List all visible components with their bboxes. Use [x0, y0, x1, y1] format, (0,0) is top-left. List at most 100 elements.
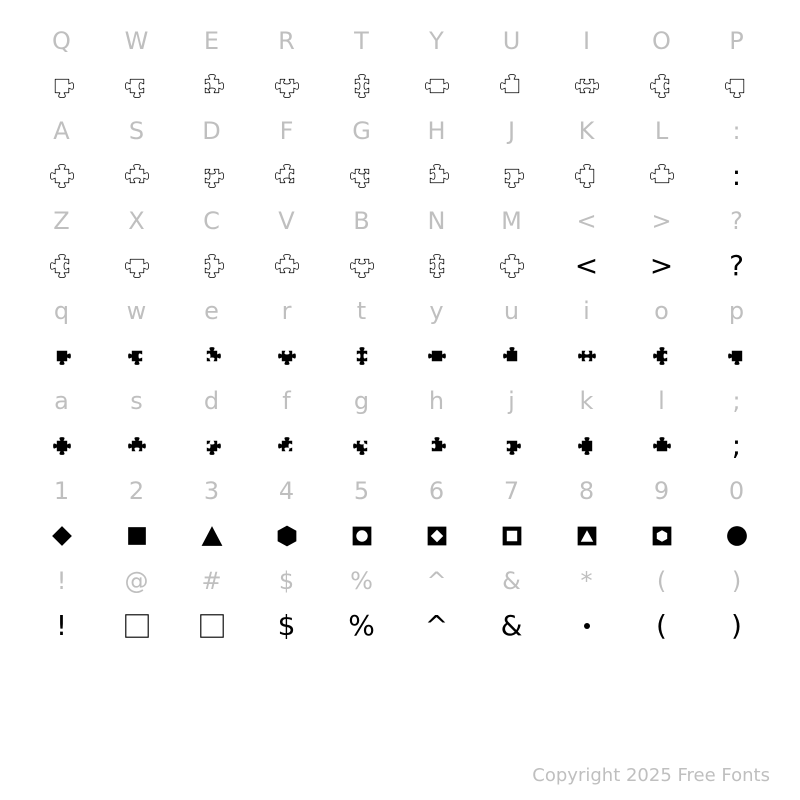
shape-diamond-icon [49, 523, 75, 549]
glyph-text: & [501, 612, 523, 640]
key-label-cell: t [324, 288, 399, 333]
puzzle-outline-icon [720, 69, 754, 103]
key-label: A [53, 119, 69, 143]
key-label-cell: H [399, 108, 474, 153]
key-label: W [125, 29, 149, 53]
puzzle-solid-icon [199, 433, 225, 459]
glyph-cell [399, 333, 474, 378]
glyph-cell [99, 603, 174, 648]
key-label-cell: Y [399, 18, 474, 63]
key-label: r [282, 299, 292, 323]
glyph-cell [624, 333, 699, 378]
key-label: 8 [579, 479, 594, 503]
key-label: j [508, 389, 515, 413]
puzzle-solid-icon [574, 433, 600, 459]
key-label-cell: ( [624, 558, 699, 603]
glyph-cell [399, 153, 474, 198]
glyph-cell: & [474, 603, 549, 648]
glyph-cell [24, 423, 99, 468]
glyph-cell [624, 153, 699, 198]
key-label: > [651, 209, 671, 233]
key-label: J [508, 119, 515, 143]
glyph-text: ; [732, 432, 741, 460]
key-label-cell: o [624, 288, 699, 333]
puzzle-outline-icon [645, 69, 679, 103]
glyph-cell [324, 63, 399, 108]
glyph-row [24, 333, 776, 378]
puzzle-solid-icon [49, 433, 75, 459]
key-label: y [429, 299, 443, 323]
key-label-cell: T [324, 18, 399, 63]
key-label-cell: & [474, 558, 549, 603]
puzzle-outline-icon [45, 249, 79, 283]
key-label: T [354, 29, 369, 53]
puzzle-outline-icon [195, 69, 229, 103]
puzzle-outline-icon [120, 69, 154, 103]
glyph-cell [99, 63, 174, 108]
key-label-cell: P [699, 18, 774, 63]
key-label: h [429, 389, 444, 413]
key-label-cell: ; [699, 378, 774, 423]
key-label: L [655, 119, 668, 143]
shape-square-diamond-hole-icon [424, 523, 450, 549]
glyph-cell [474, 423, 549, 468]
glyph-cell [24, 153, 99, 198]
key-label: 5 [354, 479, 369, 503]
key-label: 0 [729, 479, 744, 503]
glyph-cell [99, 243, 174, 288]
key-label: ; [732, 389, 740, 413]
glyph-cell [174, 423, 249, 468]
key-label-cell: ) [699, 558, 774, 603]
puzzle-outline-icon [345, 69, 379, 103]
key-label: s [130, 389, 143, 413]
key-label-cell: j [474, 378, 549, 423]
puzzle-solid-icon [424, 343, 450, 369]
puzzle-outline-icon [570, 159, 604, 193]
key-label: R [278, 29, 295, 53]
shape-hexagon-icon [274, 523, 300, 549]
key-label: G [352, 119, 371, 143]
puzzle-solid-icon [649, 433, 675, 459]
glyph-text: < [575, 252, 598, 280]
key-label-cell: : [699, 108, 774, 153]
shape-square-outline-icon [198, 612, 226, 640]
glyph-cell [399, 513, 474, 558]
glyph-cell [249, 333, 324, 378]
puzzle-solid-icon [649, 343, 675, 369]
shape-square-circle-hole-icon [349, 523, 375, 549]
glyph-cell [399, 243, 474, 288]
glyph-cell [324, 513, 399, 558]
key-label-cell: V [249, 198, 324, 243]
glyph-cell [249, 153, 324, 198]
glyph-cell [474, 153, 549, 198]
key-label-cell: E [174, 18, 249, 63]
key-label: O [652, 29, 671, 53]
key-label: V [278, 209, 294, 233]
glyph-row [24, 63, 776, 108]
shape-square-outline-icon [123, 612, 151, 640]
key-label-cell: 8 [549, 468, 624, 513]
key-label: D [202, 119, 220, 143]
glyph-cell [174, 153, 249, 198]
key-label: 7 [504, 479, 519, 503]
key-label-cell: 4 [249, 468, 324, 513]
key-label-cell: * [549, 558, 624, 603]
glyph-cell [324, 423, 399, 468]
glyph-cell [174, 333, 249, 378]
puzzle-outline-icon [495, 159, 529, 193]
puzzle-outline-icon [345, 249, 379, 283]
key-label-cell: 2 [99, 468, 174, 513]
glyph-cell [24, 243, 99, 288]
key-label-cell: ? [699, 198, 774, 243]
label-row: 1234567890 [24, 468, 776, 513]
glyph-cell: ^ [399, 603, 474, 648]
key-label: * [581, 569, 593, 593]
glyph-cell [24, 513, 99, 558]
glyph-text: : [732, 162, 741, 190]
glyph-cell: % [324, 603, 399, 648]
key-label-cell: K [549, 108, 624, 153]
key-label-cell: l [624, 378, 699, 423]
puzzle-outline-icon [270, 69, 304, 103]
puzzle-outline-icon [645, 159, 679, 193]
key-label-cell: > [624, 198, 699, 243]
